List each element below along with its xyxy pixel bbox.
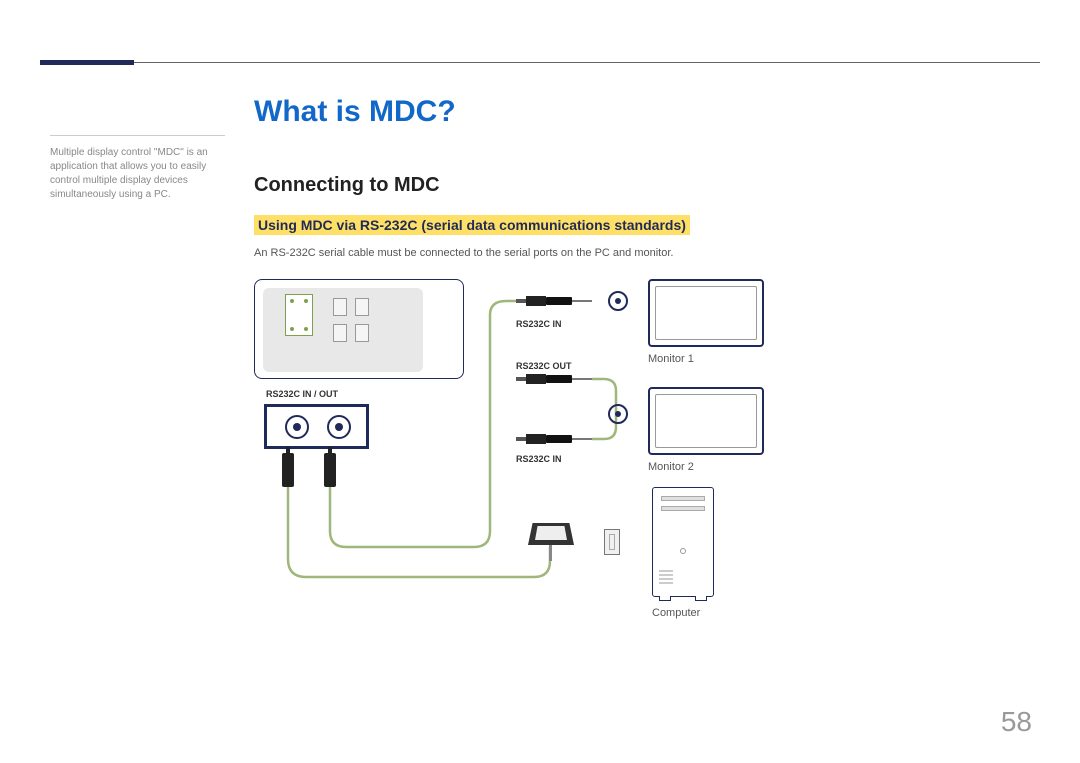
monitor1-label: Monitor 1 [648,353,694,365]
jack-ring-icon [608,291,628,311]
header-rule [40,62,1040,63]
monitor-icon [648,279,764,347]
header-accent-bar [40,60,134,65]
page-subtitle: Connecting to MDC [254,174,1034,197]
jack-ring-icon [608,404,628,424]
sidebar-note-text: Multiple display control "MDC" is an app… [50,147,208,200]
dsub-connector-icon [528,523,574,549]
page-number: 58 [1001,706,1032,738]
connection-diagram: RS232C IN / OUT RS232C IN RS [254,279,814,649]
intro-text: An RS-232C serial cable must be connecte… [254,247,1034,259]
computer-icon [652,487,714,597]
sidebar-note: Multiple display control "MDC" is an app… [50,135,225,202]
page-title: What is MDC? [254,95,1034,129]
monitor2-label: Monitor 2 [648,461,694,473]
conn-label-bot: RS232C IN [516,454,562,464]
conn-label-mid: RS232C OUT [516,361,572,371]
conn-label-top: RS232C IN [516,319,562,329]
main-content: What is MDC? Connecting to MDC Using MDC… [254,95,1034,649]
serial-port-icon [604,529,620,555]
computer-label: Computer [652,607,700,619]
monitor-icon [648,387,764,455]
section-heading: Using MDC via RS-232C (serial data commu… [254,215,690,235]
